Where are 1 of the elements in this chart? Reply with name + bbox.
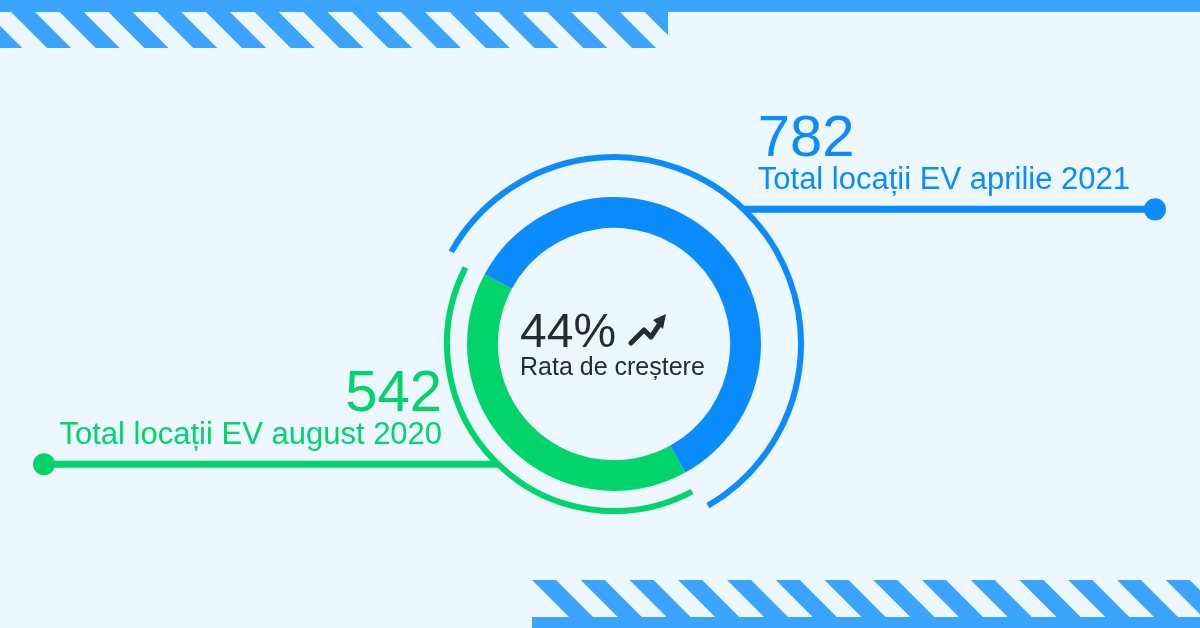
slice-label: Total locații EV august 2020	[59, 416, 443, 452]
